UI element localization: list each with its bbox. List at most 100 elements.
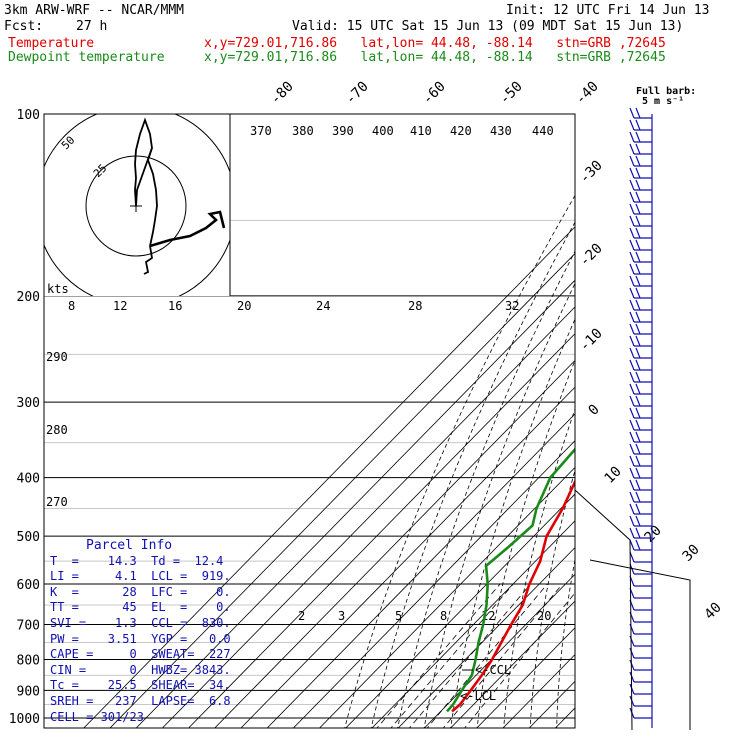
wind-barb	[629, 347, 635, 359]
wind-barb	[629, 335, 635, 347]
isotherm-line	[450, 600, 575, 728]
wind-barb	[635, 335, 641, 347]
wind-barb	[635, 467, 641, 479]
wind-barb	[635, 359, 641, 371]
wind-barb	[635, 155, 641, 167]
wind-barb	[629, 431, 635, 443]
wind-barb	[629, 371, 635, 383]
dry-adiabat	[397, 250, 575, 728]
wind-barb	[635, 455, 641, 467]
wind-barb	[635, 515, 641, 527]
wind-barb	[635, 407, 641, 419]
parcel-row: CELL = 301/23	[50, 709, 144, 724]
wind-barb	[629, 203, 635, 215]
wind-barb	[629, 383, 635, 395]
hodo-x-tick: 12	[113, 299, 127, 313]
hodo-x-tick: 20	[237, 299, 251, 313]
dry-adiabat	[476, 359, 575, 728]
wind-barb	[629, 455, 635, 467]
init-time: Init: 12 UTC Fri 14 Jun 13	[506, 3, 710, 18]
dry-adiabat	[706, 114, 740, 731]
pressure-label: 300	[17, 396, 40, 411]
wind-barb	[635, 371, 641, 383]
isotherm-line	[188, 333, 575, 728]
fcst-label: Fcst:	[4, 19, 44, 34]
wind-barb	[629, 179, 635, 191]
wind-barb	[635, 275, 641, 287]
parcel-row: PW = 3.51 YGP = 0.0	[50, 631, 231, 646]
wind-barb	[629, 107, 635, 119]
wind-barb	[629, 539, 635, 551]
valid-time: Valid: 15 UTC Sat 15 Jun 13 (09 MDT Sat …	[292, 19, 684, 34]
theta-e-label: 430	[490, 124, 512, 138]
isotherm-label: -30	[577, 158, 606, 187]
dewpoint-line	[446, 447, 575, 713]
hodo-x-tick: 24	[316, 299, 330, 313]
pressure-label: 100	[17, 108, 40, 123]
mixing-ratio-line	[442, 583, 563, 728]
parcel-row: K = 28 LFC = 0.	[50, 584, 231, 599]
isotherm-lines: 290 280 270	[46, 226, 575, 728]
wind-barb	[635, 239, 641, 251]
isotherm-line	[502, 653, 575, 728]
dry-adiabat	[529, 469, 575, 728]
dry-adiabat	[609, 114, 740, 731]
isotherm-line	[83, 226, 575, 728]
dry-adiabat	[683, 114, 740, 731]
wind-barb	[629, 239, 635, 251]
wind-barb	[635, 131, 641, 143]
isotherm-label: -50	[497, 79, 526, 108]
wind-barb	[629, 671, 635, 683]
theta-e-label: 420	[450, 124, 472, 138]
theta-e-label: 370	[250, 124, 272, 138]
pressure-label: 800	[17, 653, 40, 668]
wind-barb	[635, 479, 641, 491]
pressure-labels: 100 200 300 400 500 600 700 800 900 1000	[9, 108, 40, 727]
dry-adiabat	[450, 318, 575, 728]
wind-barb	[629, 155, 635, 167]
theta-e-label: 390	[332, 124, 354, 138]
pressure-label: 900	[17, 684, 40, 699]
wind-barb	[635, 251, 641, 263]
isotherm-line	[371, 520, 575, 728]
parcel-row: CAPE = 0 SWEAT= 227	[50, 647, 231, 662]
dry-adiabat	[423, 282, 575, 728]
wind-barb	[629, 227, 635, 239]
wind-barb	[629, 503, 635, 515]
pressure-label: 1000	[9, 712, 40, 727]
isotherm-line	[345, 493, 575, 728]
wind-barb	[629, 659, 635, 671]
theta-label: 290	[46, 350, 68, 364]
model-title: 3km ARW-WRF -- NCAR/MMM	[4, 3, 185, 18]
dry-adiabat	[503, 407, 575, 728]
wind-barb	[629, 119, 635, 131]
wind-barb	[635, 443, 641, 455]
temperature-location: x,y=729.01,716.86 lat,lon= 44.48, -88.14…	[204, 36, 666, 51]
mixing-ratio-label: 2	[298, 609, 305, 623]
wind-barb	[629, 491, 635, 503]
wind-barb	[629, 251, 635, 263]
parcel-row: Tc = 25.5 SHEAR= 34.	[50, 678, 231, 693]
wind-barb	[629, 287, 635, 299]
wind-barb	[629, 323, 635, 335]
temperature-line	[451, 478, 575, 713]
temperature-legend: Temperature	[8, 36, 95, 51]
hodograph-trace-upper	[134, 117, 153, 207]
isotherm-line	[319, 466, 575, 728]
parcel-row: TT = 45 EL = 0.	[50, 600, 231, 615]
wind-barb	[629, 527, 635, 539]
wind-barb	[635, 323, 641, 335]
hodograph-trace-mid	[143, 147, 158, 275]
isotherm-label: -40	[573, 79, 602, 108]
wind-barb	[635, 143, 641, 155]
mixing-ratio-label: 20	[537, 609, 551, 623]
hodo-x-tick: 32	[505, 299, 519, 313]
wind-barb	[629, 419, 635, 431]
wind-barb	[635, 431, 641, 443]
wind-barb	[629, 191, 635, 203]
wind-barb	[635, 311, 641, 323]
dewpoint-legend: Dewpoint temperature	[8, 50, 165, 65]
parcel-row: CIN = 0 HWBZ= 3843.	[50, 662, 231, 677]
wind-barbs: Full barb:5 m s⁻¹	[629, 86, 696, 728]
fcst-value: 27 h	[76, 19, 108, 34]
